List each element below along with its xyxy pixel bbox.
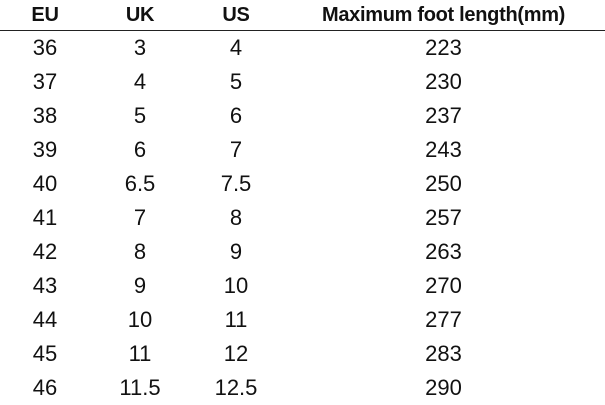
cell-uk: 6.5 xyxy=(124,171,156,196)
cell-us: 7 xyxy=(229,137,243,162)
cell-uk: 9 xyxy=(133,273,147,298)
cell-uk: 4 xyxy=(133,69,147,94)
cell-us: 5 xyxy=(229,69,243,94)
cell-eu: 39 xyxy=(32,137,58,162)
cell-foot-length: 250 xyxy=(425,171,462,196)
cell-eu: 42 xyxy=(32,239,58,264)
cell-eu: 37 xyxy=(32,69,58,94)
table-row: 43 9 10 270 xyxy=(0,269,605,303)
cell-eu: 43 xyxy=(32,273,58,298)
cell-eu: 44 xyxy=(32,307,58,332)
table-row: 36 3 4 223 xyxy=(0,31,605,66)
cell-foot-length: 270 xyxy=(425,273,462,298)
cell-foot-length: 257 xyxy=(425,205,462,230)
cell-us: 8 xyxy=(229,205,243,230)
header-row: EU UK US Maximum foot length(mm) xyxy=(0,0,605,31)
cell-us: 10 xyxy=(223,273,249,298)
table-row: 39 6 7 243 xyxy=(0,133,605,167)
cell-eu: 36 xyxy=(32,35,58,60)
cell-us: 7.5 xyxy=(220,171,252,196)
table-row: 40 6.5 7.5 250 xyxy=(0,167,605,201)
cell-uk: 10 xyxy=(127,307,153,332)
cell-uk: 11 xyxy=(128,341,152,366)
table-row: 46 11.5 12.5 290 xyxy=(0,371,605,405)
cell-eu: 40 xyxy=(32,171,58,196)
table-row: 42 8 9 263 xyxy=(0,235,605,269)
table-row: 45 11 12 283 xyxy=(0,337,605,371)
header-eu: EU xyxy=(0,0,90,31)
header-uk: UK xyxy=(90,0,190,31)
cell-eu: 46 xyxy=(32,375,58,400)
table-row: 38 5 6 237 xyxy=(0,99,605,133)
table-row: 37 4 5 230 xyxy=(0,65,605,99)
cell-uk: 6 xyxy=(133,137,147,162)
cell-us: 9 xyxy=(229,239,243,264)
cell-foot-length: 290 xyxy=(425,375,462,400)
table-row: 41 7 8 257 xyxy=(0,201,605,235)
cell-uk: 5 xyxy=(133,103,147,128)
cell-us: 6 xyxy=(229,103,243,128)
cell-us: 12.5 xyxy=(214,375,258,400)
cell-uk: 8 xyxy=(133,239,147,264)
cell-foot-length: 283 xyxy=(425,341,462,366)
cell-uk: 11.5 xyxy=(119,375,161,400)
cell-uk: 7 xyxy=(133,205,147,230)
cell-foot-length: 277 xyxy=(425,307,462,332)
cell-uk: 3 xyxy=(133,35,147,60)
cell-eu: 45 xyxy=(32,341,58,366)
header-us: US xyxy=(190,0,282,31)
cell-foot-length: 243 xyxy=(425,137,462,162)
cell-us: 11 xyxy=(224,307,248,332)
cell-eu: 38 xyxy=(32,103,58,128)
cell-foot-length: 223 xyxy=(425,35,462,60)
header-foot-length: Maximum foot length(mm) xyxy=(282,0,605,31)
cell-foot-length: 263 xyxy=(425,239,462,264)
cell-foot-length: 237 xyxy=(425,103,462,128)
cell-us: 4 xyxy=(229,35,243,60)
cell-eu: 41 xyxy=(32,205,58,230)
table-row: 44 10 11 277 xyxy=(0,303,605,337)
cell-foot-length: 230 xyxy=(425,69,462,94)
cell-us: 12 xyxy=(223,341,249,366)
